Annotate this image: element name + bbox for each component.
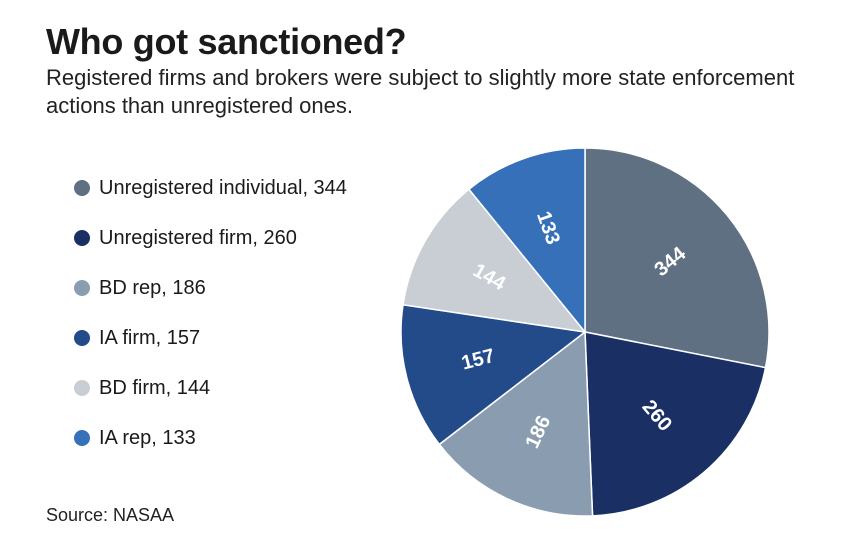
legend-swatch [74,230,90,246]
legend-swatch [74,330,90,346]
legend-label: IA firm, 157 [99,327,201,349]
chart-subtitle: Registered firms and brokers were subjec… [46,65,795,118]
legend-item: BD rep, 186 [74,276,347,326]
legend-swatch [74,380,90,396]
legend-item: IA rep, 133 [74,426,347,476]
pie-slice-unregistered-individual [584,147,770,369]
legend-label: Unregistered firm, 260 [99,227,297,249]
chart-title: Who got sanctioned? [46,21,407,62]
legend-label: Unregistered individual, 344 [99,177,347,199]
legend-item: IA firm, 157 [74,326,347,376]
legend-swatch [74,180,90,196]
legend-item: Unregistered individual, 344 [74,176,347,226]
legend-item: BD firm, 144 [74,376,347,426]
pie-slice-bd-rep [438,330,594,517]
pie-slice-bd-firm [402,188,587,334]
legend-swatch [74,280,90,296]
pie-slice-ia-rep [467,147,586,335]
legend-label: IA rep, 133 [99,427,196,449]
legend-swatch [74,430,90,446]
legend-item: Unregistered firm, 260 [74,226,347,276]
legend-label: BD firm, 144 [99,377,211,399]
source-note: Source: NASAA [46,505,175,525]
pie-slice-unregistered-firm [584,331,767,517]
legend: Unregistered individual, 344 Unregistere… [74,176,347,476]
pie-slice-ia-firm [400,303,587,446]
legend-label: BD rep, 186 [99,277,206,299]
